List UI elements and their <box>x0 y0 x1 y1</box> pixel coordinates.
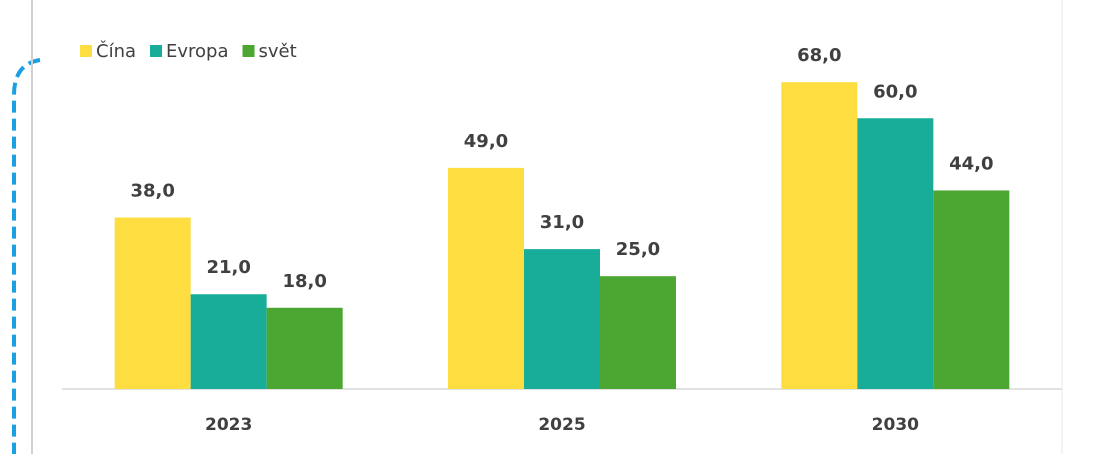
legend-swatch <box>80 45 92 57</box>
bar <box>524 249 600 389</box>
data-label: 44,0 <box>949 153 993 174</box>
bar <box>857 118 934 389</box>
data-label: 60,0 <box>873 81 917 102</box>
bar <box>114 217 191 389</box>
bar <box>448 167 524 389</box>
bar <box>190 294 267 389</box>
data-label: 49,0 <box>464 131 508 152</box>
data-label: 18,0 <box>282 271 326 292</box>
selection-outline <box>12 58 41 454</box>
data-label: 21,0 <box>206 257 250 278</box>
legend-label: Evropa <box>166 41 229 62</box>
data-label: 25,0 <box>616 239 660 260</box>
x-tick-label: 2030 <box>872 415 919 435</box>
bar <box>933 190 1010 389</box>
bar <box>600 276 676 389</box>
data-label: 31,0 <box>540 212 584 233</box>
legend-label: Čína <box>96 40 136 62</box>
x-tick-label: 2023 <box>205 415 252 435</box>
bar <box>781 82 858 390</box>
bar <box>266 307 343 389</box>
data-label: 38,0 <box>130 181 174 202</box>
legend-swatch <box>150 45 163 57</box>
x-tick-label: 2025 <box>538 415 585 435</box>
legend-swatch <box>242 45 255 57</box>
legend-label: svět <box>259 41 297 62</box>
data-label: 68,0 <box>797 45 841 66</box>
